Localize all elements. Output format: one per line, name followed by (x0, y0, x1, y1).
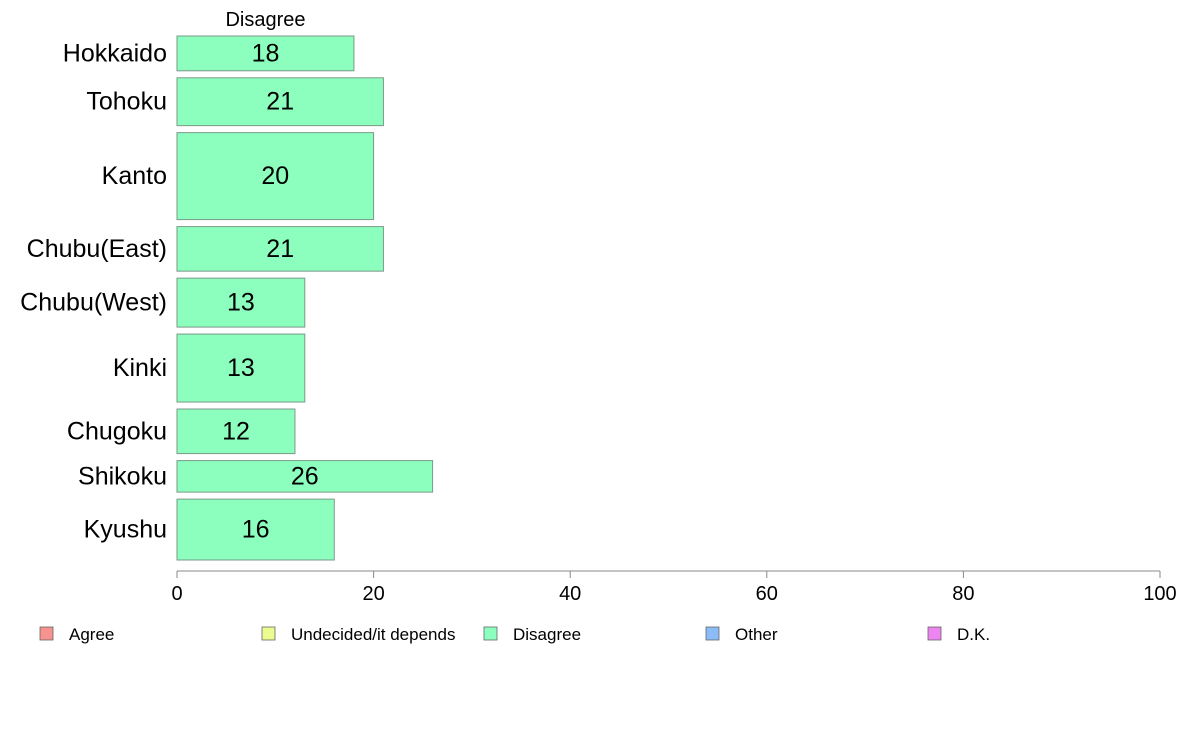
data-label: 13 (227, 289, 255, 317)
category-label: Shikoku (78, 462, 167, 490)
data-label: 21 (266, 88, 294, 116)
x-tick-label: 40 (559, 583, 581, 605)
legend-label: Other (735, 625, 778, 644)
legend-label: Disagree (513, 625, 581, 644)
legend-label: Agree (69, 625, 114, 644)
legend-label: D.K. (957, 625, 990, 644)
x-tick-label: 80 (952, 583, 974, 605)
category-label: Kyushu (84, 516, 167, 544)
legend-swatch (261, 626, 276, 641)
category-label: Tohoku (86, 88, 167, 116)
legend-swatch (927, 626, 942, 641)
data-label: 16 (242, 516, 270, 544)
category-label: Chugoku (67, 417, 167, 445)
column-header: Disagree (225, 9, 305, 31)
bar (176, 408, 296, 455)
data-label: 13 (227, 354, 255, 382)
x-tick-label: 0 (171, 583, 182, 605)
category-label: Hokkaido (63, 39, 167, 67)
category-label: Chubu(East) (27, 235, 167, 263)
legend-swatch (705, 626, 720, 641)
bar (176, 333, 306, 403)
data-label: 26 (291, 462, 319, 490)
bar (176, 35, 355, 72)
legend-swatch (39, 626, 54, 641)
data-label: 18 (252, 39, 280, 67)
bar (176, 132, 375, 221)
bar (176, 460, 434, 493)
category-label: Kanto (102, 162, 167, 190)
bar (176, 226, 384, 272)
category-label: Kinki (113, 354, 167, 382)
data-label: 21 (266, 235, 294, 263)
legend-label: Undecided/it depends (291, 625, 455, 644)
category-label: Chubu(West) (20, 289, 167, 317)
data-label: 20 (261, 162, 289, 190)
x-tick-label: 60 (756, 583, 778, 605)
bar (176, 277, 306, 328)
bar (176, 77, 384, 127)
x-tick-label: 100 (1143, 583, 1176, 605)
data-label: 12 (222, 417, 250, 445)
bar (176, 498, 335, 561)
x-tick-label: 20 (362, 583, 384, 605)
legend-swatch (483, 626, 498, 641)
